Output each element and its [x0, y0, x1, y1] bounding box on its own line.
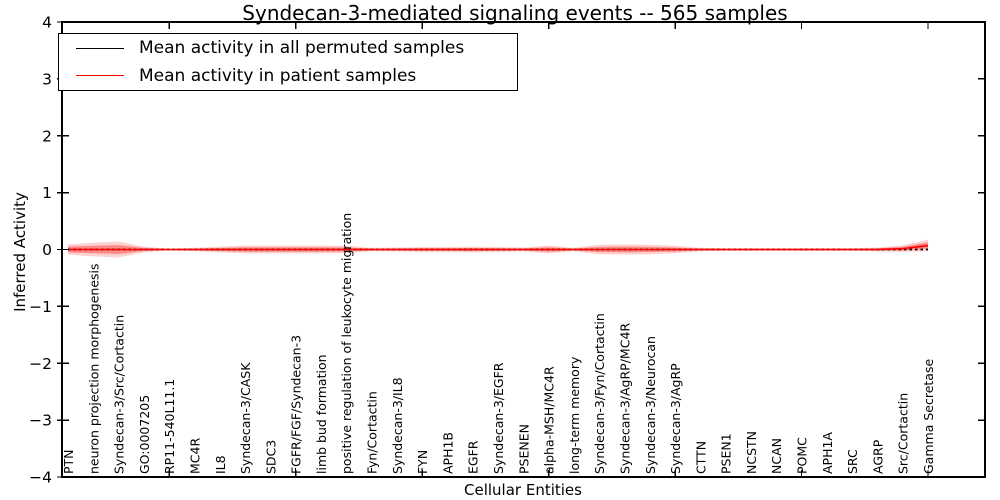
x-tick-label: FGFR/FGF/Syndecan-3: [289, 335, 304, 474]
y-tick-label: −3: [29, 412, 52, 430]
x-tick-label: EGFR: [466, 440, 481, 474]
x-tick-label: POMC: [795, 437, 810, 474]
patient-mean-line: [68, 244, 929, 251]
y-tick-label: −1: [29, 298, 52, 316]
legend-label: Mean activity in all permuted samples: [139, 38, 465, 59]
x-tick-label: positive regulation of leukocyte migrati…: [339, 213, 354, 474]
x-tick-label: FYN: [415, 450, 430, 474]
x-tick-label: MC4R: [187, 438, 202, 474]
legend-entry-permuted: Mean activity in all permuted samples: [59, 35, 517, 61]
x-tick-label: Gamma Secretase: [921, 359, 936, 474]
x-tick-label: Syndecan-3/CASK: [238, 362, 253, 474]
y-tick-label: 1: [42, 184, 52, 202]
x-tick-label: Syndecan-3/Neurocan: [643, 336, 658, 474]
x-tick-label: Syndecan-3/EGFR: [491, 362, 506, 474]
x-tick-label: Syndecan-3/Src/Cortactin: [112, 315, 127, 474]
y-tick-label: −2: [29, 355, 52, 373]
x-tick-label: SRC: [845, 449, 860, 474]
patient-line-swatch: [76, 75, 124, 77]
x-tick-label: PSEN1: [719, 433, 734, 474]
x-tick-label: NCSTN: [744, 431, 759, 474]
x-tick-label: Syndecan-3/Fyn/Cortactin: [592, 313, 607, 474]
x-tick-label: alpha-MSH/MC4R: [542, 366, 557, 474]
x-tick-label: RP11-540L11.1: [162, 379, 177, 474]
legend-label: Mean activity in patient samples: [139, 65, 417, 86]
x-tick-label: APH1B: [440, 432, 455, 474]
y-tick-label: 2: [42, 127, 52, 145]
x-tick-label: IL8: [213, 455, 228, 474]
x-tick-label: PTN: [61, 449, 76, 474]
x-tick-label: CTTN: [693, 441, 708, 474]
confidence-band-inner: [68, 242, 928, 254]
x-tick-label: PSENEN: [516, 424, 531, 474]
x-tick-label: Src/Cortactin: [896, 393, 911, 474]
x-tick-label: GO:0007205: [137, 395, 152, 474]
legend: Mean activity in all permuted samples Me…: [58, 33, 518, 91]
x-tick-label: Syndecan-3/AgRP: [668, 363, 683, 474]
y-tick-label: −4: [29, 469, 52, 487]
x-tick-label: long-term memory: [567, 356, 582, 474]
y-tick-label: 0: [42, 241, 52, 259]
x-tick-label: Syndecan-3/IL8: [390, 377, 405, 474]
x-tick-label: SDC3: [263, 440, 278, 474]
x-tick-label: Fyn/Cortactin: [365, 391, 380, 474]
x-tick-label: neuron projection morphogenesis: [86, 263, 101, 474]
chart-title: Syndecan-3-mediated signaling events -- …: [242, 1, 788, 25]
permuted-line-swatch: [76, 47, 124, 49]
x-tick-label: APH1A: [820, 432, 835, 474]
x-tick-label: limb bud formation: [314, 354, 329, 474]
x-axis-label: Cellular Entities: [464, 481, 582, 499]
legend-entry-patient: Mean activity in patient samples: [59, 63, 517, 89]
y-tick-label: 4: [42, 14, 52, 32]
x-tick-label: Syndecan-3/AgRP/MC4R: [617, 323, 632, 474]
x-tick-label: NCAN: [769, 438, 784, 474]
y-tick-label: 3: [42, 70, 52, 88]
x-tick-label: AGRP: [870, 439, 885, 474]
